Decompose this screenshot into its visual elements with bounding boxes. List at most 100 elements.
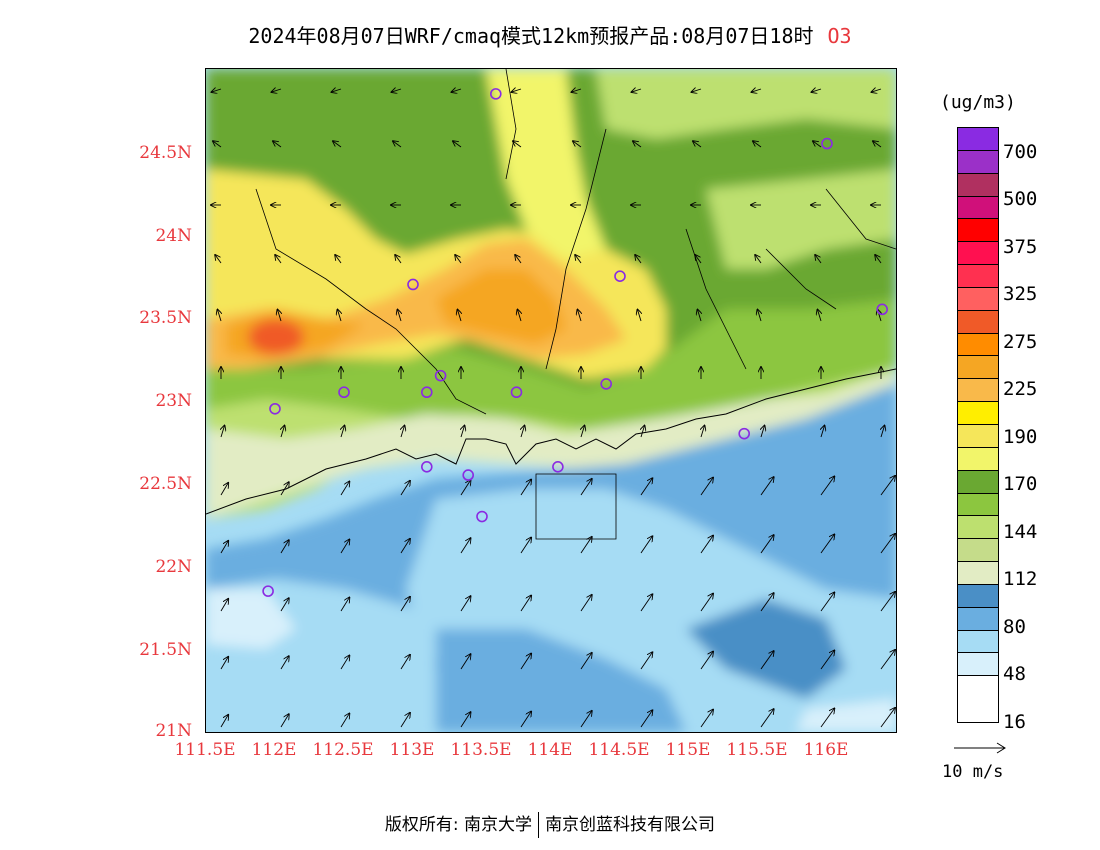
wind-arrow (393, 141, 402, 148)
colorbar-swatch (958, 539, 998, 563)
colorbar-swatch (958, 607, 998, 631)
wind-arrow (521, 426, 525, 438)
monitoring-station[interactable] (821, 137, 833, 150)
wind-arrow (513, 141, 522, 148)
wind-arrow (760, 709, 774, 728)
wind-arrow (401, 426, 405, 438)
monitoring-station[interactable] (876, 303, 889, 316)
wind-arrow (751, 89, 762, 92)
wind-arrow (580, 537, 592, 554)
colorbar-swatch (958, 516, 998, 540)
wind-arrow (880, 650, 895, 670)
monitoring-station[interactable] (510, 386, 523, 399)
monitoring-station[interactable] (462, 469, 475, 481)
monitoring-station[interactable] (421, 386, 433, 399)
monitoring-station[interactable] (421, 460, 433, 473)
wind-arrow (215, 255, 222, 264)
wind-arrow (580, 595, 592, 612)
wind-arrow (220, 599, 228, 612)
wind-arrow (520, 537, 531, 554)
wind-arrow (695, 255, 702, 264)
monitoring-station[interactable] (600, 378, 613, 390)
colorbar-swatch (958, 447, 998, 471)
wind-arrow (340, 713, 349, 728)
wind-arrow (880, 476, 895, 496)
monitoring-station[interactable] (614, 270, 626, 282)
monitoring-station[interactable] (476, 510, 488, 523)
wind-arrow (641, 426, 645, 438)
colorbar-label: 225 (1003, 378, 1038, 401)
wind-arrow (340, 539, 349, 554)
wind-arrow (700, 478, 713, 496)
wind-arrow (273, 141, 282, 148)
wind-arrow (217, 310, 221, 322)
lon-tick-1150: 115E (665, 740, 711, 760)
lon-tick-1135: 113.5E (450, 740, 512, 760)
colorbar-swatch (958, 630, 998, 654)
colorbar-swatch (958, 470, 998, 494)
copyright-company: 南京创蓝科技有限公司 (545, 815, 716, 835)
monitoring-station[interactable] (434, 369, 447, 382)
wind-arrow (761, 426, 765, 438)
monitoring-station[interactable] (338, 386, 350, 399)
wind-arrow (277, 310, 281, 322)
wind-arrow (580, 711, 592, 728)
wind-arrow (515, 255, 522, 264)
wind-arrow (637, 310, 641, 322)
monitoring-station[interactable] (262, 585, 274, 597)
wind-arrow (451, 89, 462, 92)
wind-arrow (221, 426, 225, 438)
wind-arrow (391, 89, 402, 92)
wind-arrow (400, 481, 410, 496)
colorbar-swatch (958, 379, 998, 403)
wind-arrow (460, 654, 471, 670)
wind-arrow (460, 596, 471, 612)
colorbar-label: 325 (1003, 283, 1038, 306)
colorbar-swatch (958, 265, 998, 288)
colorbar-label: 375 (1003, 235, 1038, 258)
wind-arrow (213, 141, 222, 148)
wind-arrow (880, 534, 895, 554)
wind-arrow (580, 479, 592, 496)
lon-tick-1115: 111.5E (174, 740, 236, 760)
wind-arrow (400, 655, 410, 670)
lon-tick-1145: 114.5E (588, 740, 650, 760)
wind-arrow (573, 141, 582, 148)
lon-tick-1160: 116E (803, 740, 849, 760)
wind-arrow (881, 426, 885, 438)
title-text: 2024年08月07日WRF/cmaq模式12km预报产品:08月07日18时 (248, 24, 814, 48)
colorbar-swatch (958, 653, 998, 677)
wind-arrow (395, 255, 402, 264)
wind-arrow (400, 597, 410, 612)
monitoring-station[interactable] (407, 278, 419, 291)
wind-arrow (340, 481, 349, 496)
wind-arrow (753, 141, 762, 148)
colorbar-label: 275 (1003, 330, 1038, 353)
wind-arrow (871, 89, 882, 92)
wind-arrow (400, 539, 410, 554)
monitoring-station[interactable] (269, 402, 281, 415)
colorbar-swatch (958, 242, 998, 266)
wind-arrow (811, 89, 822, 92)
monitoring-station[interactable] (552, 460, 564, 473)
colorbar-label: 700 (1003, 140, 1038, 163)
ozone-map[interactable] (205, 68, 897, 733)
wind-arrow (691, 89, 702, 92)
wind-arrow (640, 594, 652, 612)
wind-arrow (700, 652, 713, 670)
monitoring-station[interactable] (738, 427, 751, 440)
wind-arrow (813, 141, 822, 148)
monitoring-station[interactable] (489, 88, 502, 100)
wind-arrow (400, 713, 410, 728)
wind-arrow (755, 255, 762, 264)
colorbar-swatch (958, 173, 998, 197)
lat-tick-245: 24.5N (139, 143, 192, 163)
wind-arrow (455, 255, 462, 264)
wind-arrow (575, 255, 582, 264)
wind-arrow (760, 651, 774, 670)
wind-arrow (460, 480, 471, 496)
wind-arrow (331, 89, 342, 92)
chart-title: 2024年08月07日WRF/cmaq模式12km预报产品:08月07日18时 O… (0, 20, 1100, 49)
colorbar-swatch (958, 493, 998, 517)
wind-arrow (340, 655, 349, 670)
